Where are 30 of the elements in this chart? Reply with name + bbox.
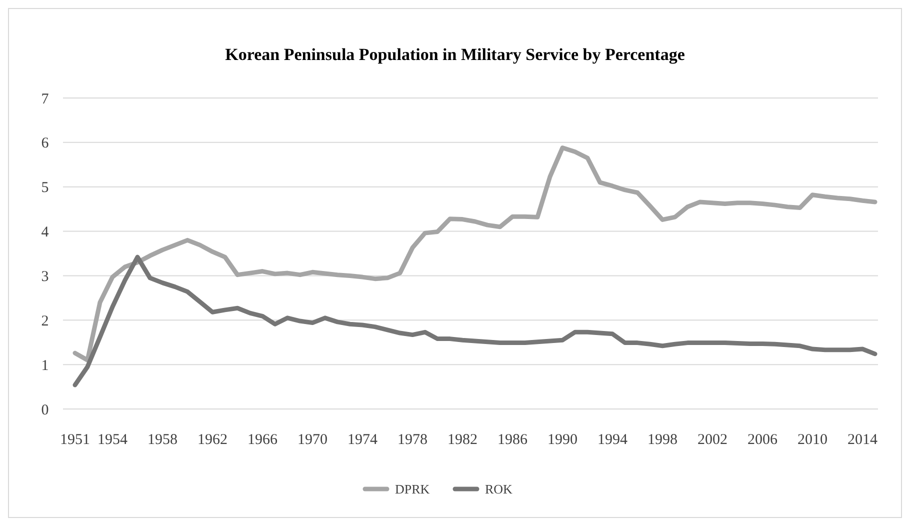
legend-label: DPRK bbox=[395, 482, 430, 497]
x-tick-label: 1958 bbox=[148, 432, 178, 448]
x-tick-label: 1954 bbox=[98, 432, 128, 448]
x-tick-label: 1982 bbox=[448, 432, 478, 448]
line-series bbox=[72, 254, 878, 388]
y-tick-label: 1 bbox=[41, 358, 49, 374]
y-tick-label: 0 bbox=[41, 402, 49, 418]
y-tick-label: 7 bbox=[41, 91, 50, 108]
x-tick-label: 1970 bbox=[298, 432, 328, 448]
x-tick-label: 1966 bbox=[248, 432, 278, 448]
y-tick-label: 2 bbox=[41, 313, 49, 330]
x-tick-label: 1990 bbox=[548, 432, 578, 448]
y-tick-label: 3 bbox=[41, 268, 49, 285]
x-tick-label: 2014 bbox=[848, 432, 878, 448]
x-tick-label: 2010 bbox=[798, 432, 828, 448]
x-tick-label: 1962 bbox=[198, 432, 228, 448]
y-tick-label: 4 bbox=[41, 224, 50, 241]
chart-title: Korean Peninsula Population in Military Service by Percentage bbox=[225, 45, 686, 64]
line-series bbox=[72, 146, 878, 362]
y-tick-label: 6 bbox=[41, 136, 50, 152]
x-tick-label: 1998 bbox=[648, 432, 678, 448]
x-tick-label: 2006 bbox=[748, 432, 778, 448]
y-tick-label: 5 bbox=[41, 180, 49, 196]
x-tick-label: 2002 bbox=[698, 432, 728, 448]
x-tick-label: 1974 bbox=[348, 432, 378, 448]
x-tick-label: 1951 bbox=[60, 432, 90, 448]
legend-label: ROK bbox=[485, 482, 514, 497]
x-tick-label: 1978 bbox=[398, 432, 428, 448]
x-tick-label: 1986 bbox=[498, 432, 528, 448]
x-tick-label: 1994 bbox=[598, 432, 628, 448]
